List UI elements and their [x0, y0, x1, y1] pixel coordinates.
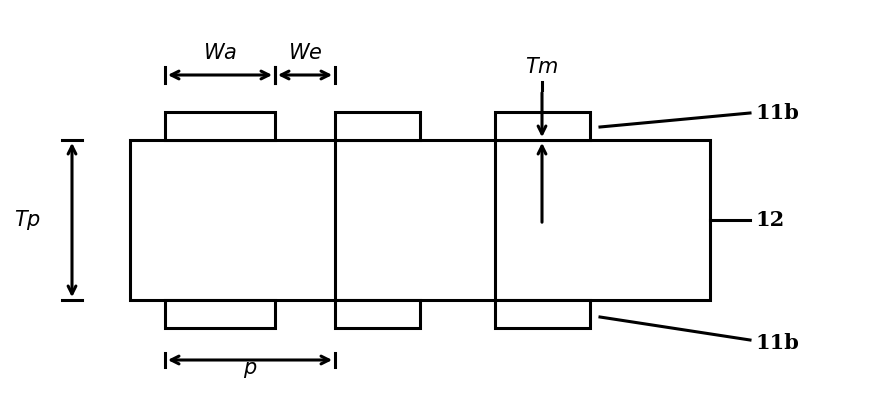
Bar [130, 140, 710, 300]
Bar [495, 112, 590, 140]
Text: $Tp$: $Tp$ [14, 208, 41, 232]
Bar [335, 300, 420, 328]
Text: $Tm$: $Tm$ [525, 57, 559, 77]
Bar [335, 112, 420, 140]
Text: $We$: $We$ [288, 43, 322, 63]
Bar [495, 300, 590, 328]
Text: 12: 12 [755, 210, 784, 230]
Text: $p$: $p$ [243, 360, 257, 380]
Text: 11b: 11b [755, 333, 799, 353]
Bar [165, 112, 275, 140]
Text: 11b: 11b [755, 103, 799, 123]
Text: $Wa$: $Wa$ [203, 43, 237, 63]
Bar [165, 300, 275, 328]
